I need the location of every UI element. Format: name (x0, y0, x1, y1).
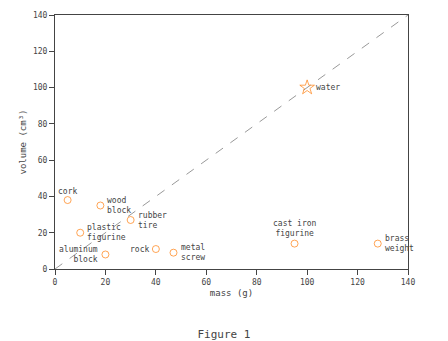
svg-text:plasticfigurine: plasticfigurine (87, 223, 126, 242)
svg-text:100: 100 (33, 83, 48, 92)
svg-text:water: water (316, 83, 340, 92)
svg-text:80: 80 (252, 278, 262, 287)
svg-text:20: 20 (38, 229, 48, 238)
svg-text:40: 40 (151, 278, 161, 287)
svg-text:rubbertire: rubbertire (138, 211, 167, 230)
svg-text:140: 140 (401, 278, 416, 287)
svg-text:woodblock: woodblock (107, 196, 131, 215)
svg-text:80: 80 (38, 120, 48, 129)
svg-text:20: 20 (101, 278, 111, 287)
svg-text:0: 0 (43, 265, 48, 274)
svg-text:0: 0 (53, 278, 58, 287)
svg-text:mass (g): mass (g) (210, 288, 253, 298)
svg-text:metalscrew: metalscrew (181, 243, 205, 262)
svg-text:cork: cork (58, 187, 77, 196)
svg-text:volume (cm³): volume (cm³) (18, 109, 28, 174)
svg-text:aluminumblock: aluminumblock (59, 245, 98, 264)
svg-text:brassweight: brassweight (385, 234, 414, 253)
svg-text:40: 40 (38, 192, 48, 201)
svg-text:140: 140 (33, 11, 48, 20)
svg-text:cast ironfigurine: cast ironfigurine (273, 219, 317, 238)
svg-text:rock: rock (130, 245, 149, 254)
svg-text:60: 60 (201, 278, 211, 287)
svg-text:120: 120 (350, 278, 365, 287)
svg-text:60: 60 (38, 156, 48, 165)
svg-text:Figure 1: Figure 1 (198, 328, 251, 341)
svg-text:120: 120 (33, 47, 48, 56)
svg-text:100: 100 (300, 278, 315, 287)
